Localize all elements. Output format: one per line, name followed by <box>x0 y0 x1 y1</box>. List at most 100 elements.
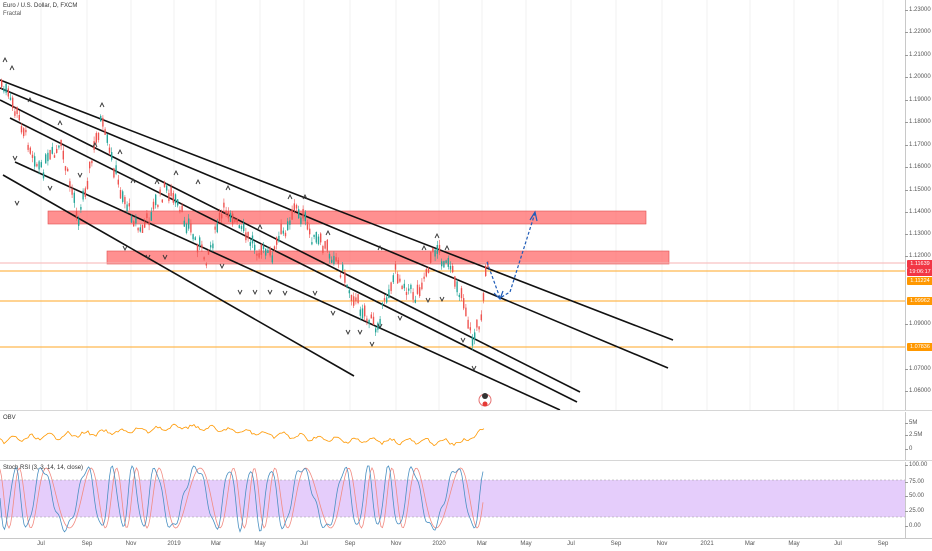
time-label: Mar <box>210 541 222 547</box>
candle-body <box>207 251 210 255</box>
time-axis[interactable]: Jul Sep Nov 2019 Mar May Jul Sep Nov 202… <box>0 538 932 551</box>
candle-body <box>53 155 56 158</box>
candle-body <box>14 111 16 116</box>
candle-body <box>315 231 317 243</box>
candle-body <box>309 228 311 235</box>
candle-body <box>86 180 89 189</box>
candle-body <box>260 244 262 255</box>
candle-body <box>366 318 368 322</box>
candle-body <box>146 213 148 219</box>
down-fractal-icon <box>471 365 477 372</box>
stoch-tick: 100.00 <box>904 462 928 468</box>
candle-body <box>438 244 441 253</box>
candle-body <box>216 223 218 233</box>
candle-body <box>342 264 344 271</box>
candle-body <box>370 314 372 319</box>
candle-body <box>7 88 9 97</box>
price-axis[interactable]: 1.23000 1.22000 1.21000 1.20000 1.19000 … <box>905 0 932 410</box>
trend-line <box>0 99 581 393</box>
candle-body <box>194 237 196 241</box>
stoch-rsi-d-line <box>0 467 484 529</box>
candle-body <box>31 154 34 158</box>
candle-body <box>240 226 243 229</box>
candle-body <box>27 144 29 150</box>
candle-body <box>441 261 443 267</box>
time-label: Jul <box>834 541 842 547</box>
up-fractal-icon <box>92 141 98 148</box>
obv-label[interactable]: OBV <box>3 415 16 421</box>
candle-body <box>47 152 49 162</box>
up-fractal-icon <box>57 119 63 126</box>
candle-body <box>403 283 405 289</box>
trend-line <box>0 87 669 369</box>
price-tick: 1.17000 <box>905 142 931 148</box>
candle-body <box>355 297 357 302</box>
obv-tick: 2.5M <box>904 432 923 438</box>
candle-body <box>295 205 298 209</box>
candle-body <box>269 247 271 256</box>
candle-body <box>287 221 289 231</box>
candle-body <box>49 149 51 160</box>
time-label: Mar <box>476 541 488 547</box>
time-label: Sep <box>877 541 889 547</box>
symbol-title[interactable]: Euro / U.S. Dollar, D, FXCM <box>3 3 78 9</box>
candle-body <box>163 182 166 188</box>
candle-body <box>185 223 188 233</box>
candle-body <box>280 223 282 235</box>
candle-body <box>51 146 53 154</box>
time-label: May <box>788 541 800 547</box>
candle-body <box>135 218 137 224</box>
candle-body <box>458 294 460 298</box>
bar-countdown-badge: 19:06:17 <box>907 268 932 276</box>
level-badge: 1.11224 <box>907 277 932 285</box>
candle-body <box>170 186 172 196</box>
candle-body <box>139 227 141 232</box>
obv-line <box>0 423 485 447</box>
obv-axis[interactable]: 5M 2.5M 0 <box>904 412 932 460</box>
down-fractal-icon <box>345 329 351 336</box>
candle-body <box>443 261 445 268</box>
candle-body <box>474 332 476 340</box>
obv-canvas[interactable] <box>0 412 905 460</box>
candle-body <box>234 218 236 223</box>
candle-body <box>410 284 412 290</box>
time-label: Nov <box>390 541 402 547</box>
candle-body <box>102 117 104 127</box>
indicator-fractal-label[interactable]: Fractal <box>3 11 22 17</box>
stoch-rsi-pane[interactable] <box>0 462 905 538</box>
candle-body <box>201 244 203 248</box>
up-fractal-icon <box>225 184 231 191</box>
candle-body <box>97 132 100 141</box>
event-flag-icon <box>482 393 488 399</box>
down-fractal-icon <box>397 315 403 322</box>
up-fractal-icon <box>173 169 179 176</box>
candle-body <box>166 185 168 191</box>
candle-body <box>243 223 245 232</box>
pane-separator[interactable] <box>0 410 932 411</box>
candle-body <box>80 206 82 210</box>
candle-body <box>273 246 276 250</box>
candle-body <box>399 278 401 282</box>
candle-body <box>311 242 313 245</box>
stoch-rsi-label[interactable]: Stoch RSI (3, 3, 14, 14, close) <box>3 465 84 471</box>
price-chart-pane[interactable] <box>0 0 905 410</box>
candle-body <box>212 243 214 249</box>
candle-body <box>469 327 471 331</box>
candle-body <box>372 316 375 326</box>
down-fractal-icon <box>460 337 466 344</box>
time-label: May <box>254 541 266 547</box>
stoch-rsi-axis[interactable]: 100.00 75.00 50.00 25.00 0.00 <box>904 462 932 538</box>
time-label: Jul <box>300 541 308 547</box>
pane-separator[interactable] <box>0 460 932 461</box>
candle-body <box>71 188 73 195</box>
candle-body <box>221 214 223 219</box>
candle-body <box>326 239 328 251</box>
time-label: Jul <box>37 541 45 547</box>
candle-body <box>375 328 377 333</box>
price-chart-canvas[interactable] <box>0 0 905 410</box>
candle-body <box>174 194 177 204</box>
obv-pane[interactable] <box>0 412 905 460</box>
up-fractal-icon <box>421 244 427 251</box>
stoch-rsi-canvas[interactable] <box>0 462 905 538</box>
candle-body <box>159 189 161 194</box>
